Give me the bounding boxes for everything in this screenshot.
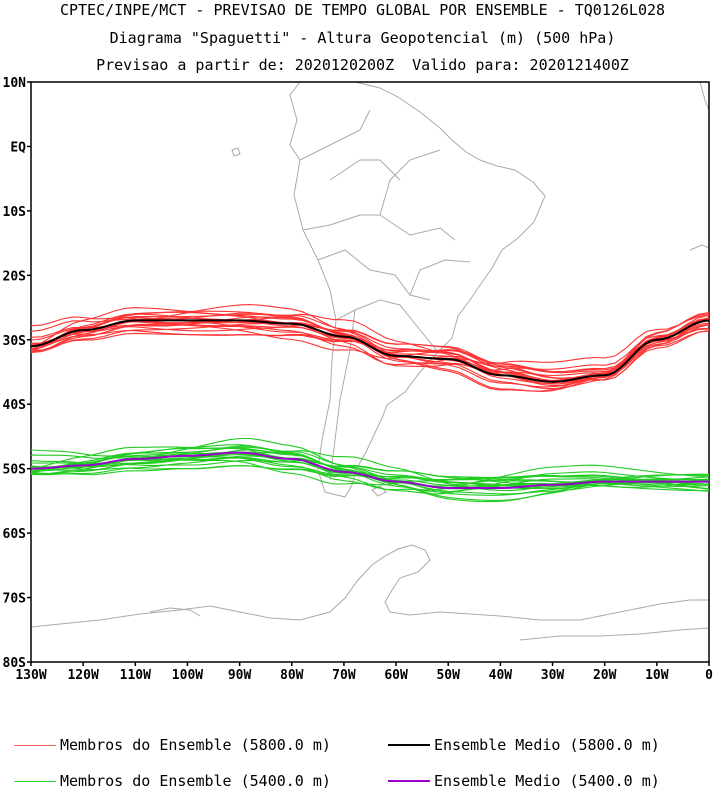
legend-swatch-member-5400	[14, 780, 56, 782]
lat-tick-label: 30S	[3, 334, 27, 349]
latitude-axis: 10N EQ 10S 20S 30S 40S 50S 60S 70S 80S	[3, 76, 31, 671]
title-line-3: Previsao a partir de: 2020120200Z Valido…	[96, 56, 629, 74]
lat-tick-label: 40S	[3, 398, 27, 413]
lat-tick-label: 10N	[3, 76, 27, 91]
ensemble-mean-5800-line	[31, 319, 709, 383]
lon-tick-label: 40W	[489, 668, 513, 683]
lon-tick-label: 110W	[120, 668, 151, 683]
ensemble-member-line	[31, 313, 709, 384]
title-line-1: CPTEC/INPE/MCT - PREVISAO DE TEMPO GLOBA…	[59, 1, 666, 19]
ensemble-mean-5400-line	[31, 451, 709, 489]
lon-tick-label: 50W	[436, 668, 460, 683]
legend-member-5400: Membros do Ensemble (5400.0 m)	[14, 772, 331, 790]
lon-tick-label: 120W	[67, 668, 98, 683]
lat-tick-label: 80S	[3, 656, 27, 671]
lon-tick-label: 10W	[645, 668, 669, 683]
lon-tick-label: 70W	[332, 668, 356, 683]
lon-tick-label: 20W	[593, 668, 617, 683]
coastlines	[31, 82, 709, 641]
members-5400-lines	[31, 437, 709, 503]
legend-label-mean-5800: Ensemble Medio (5800.0 m)	[434, 736, 660, 754]
lon-tick-label: 0	[705, 668, 713, 683]
legend-mean-5800: Ensemble Medio (5800.0 m)	[388, 736, 660, 754]
lon-tick-label: 90W	[228, 668, 252, 683]
legend-label-member-5800: Membros do Ensemble (5800.0 m)	[60, 736, 331, 754]
members-5800-lines	[31, 304, 709, 393]
legend-swatch-mean-5800	[388, 744, 430, 746]
ensemble-member-line	[31, 316, 709, 377]
frame	[30, 81, 710, 663]
lon-tick-label: 30W	[541, 668, 565, 683]
legend-label-member-5400: Membros do Ensemble (5400.0 m)	[60, 772, 331, 790]
lat-tick-label: EQ	[10, 140, 26, 155]
lon-tick-label: 80W	[280, 668, 304, 683]
ensemble-member-line	[31, 449, 709, 493]
lat-tick-label: 60S	[3, 527, 27, 542]
legend-member-5800: Membros do Ensemble (5800.0 m)	[14, 736, 331, 754]
title-line-2: Diagrama "Spaguetti" - Altura Geopotenci…	[109, 29, 616, 47]
lon-tick-label: 60W	[384, 668, 408, 683]
legend-swatch-member-5800	[14, 744, 56, 746]
lat-tick-label: 10S	[3, 205, 27, 220]
legend-mean-5400: Ensemble Medio (5400.0 m)	[388, 772, 660, 790]
ensemble-mean-lines	[31, 319, 709, 489]
ensemble-member-line	[31, 324, 709, 373]
lon-tick-label: 130W	[15, 668, 46, 683]
lon-tick-label: 100W	[172, 668, 203, 683]
ensemble-member-line	[31, 459, 709, 490]
longitude-axis: 130W 120W 110W 100W 90W 80W 70W 60W 50W 40W 30W 20W…	[15, 662, 713, 683]
lat-tick-label: 70S	[3, 592, 27, 607]
lat-tick-label: 20S	[3, 269, 27, 284]
legend-swatch-mean-5400	[388, 780, 430, 782]
lat-tick-label: 50S	[3, 463, 27, 478]
ensemble-member-line	[31, 450, 709, 492]
legend-label-mean-5400: Ensemble Medio (5400.0 m)	[434, 772, 660, 790]
